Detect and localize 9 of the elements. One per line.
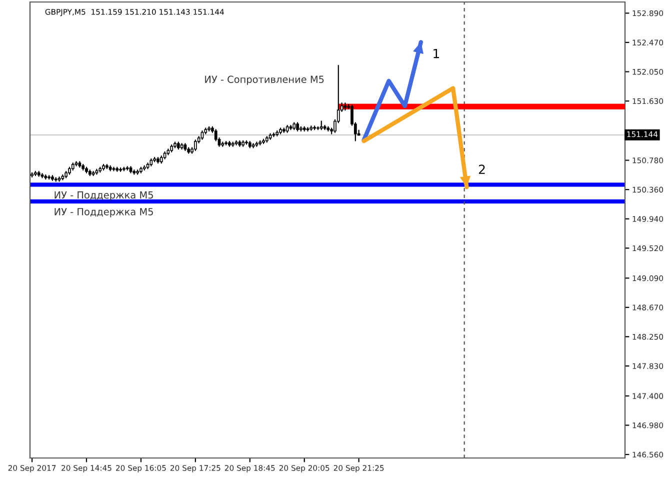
candlestick [194, 140, 197, 152]
annotation: 1 [434, 48, 440, 58]
text: ИУ - Сопротивление М5 [205, 76, 324, 85]
candlestick [272, 132, 276, 138]
candlestick [112, 166, 116, 172]
ref-line-label: ИУ - Поддержка М5 [54, 208, 153, 218]
ref-line-label: ИУ - Поддержка М5 [54, 191, 153, 200]
annotation: 2 [478, 164, 485, 174]
candlestick [306, 126, 310, 132]
